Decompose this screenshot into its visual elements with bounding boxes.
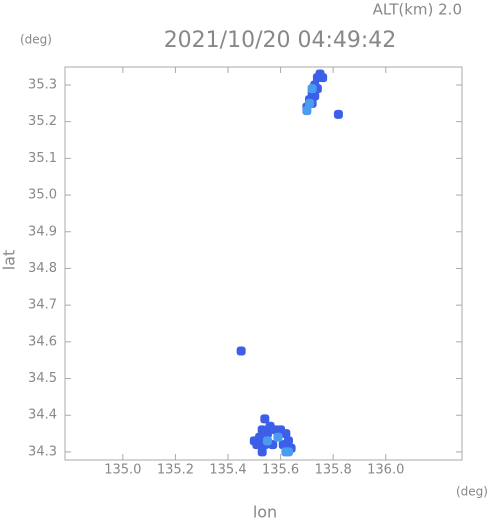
echo-cell — [281, 429, 291, 439]
y-tick-label: 34.7 — [28, 298, 57, 313]
x-tick-label: 135.4 — [209, 463, 246, 478]
y-tick-label: 34.9 — [28, 224, 57, 239]
echo-cell — [262, 436, 272, 446]
y-tick-label: 34.5 — [28, 371, 57, 386]
y-unit: (deg) — [20, 33, 52, 47]
echo-cell — [333, 109, 343, 119]
echo-cell — [281, 447, 291, 457]
x-axis-label: lon — [253, 503, 277, 521]
x-tick-label: 135.0 — [104, 463, 141, 478]
echo-cell — [278, 440, 288, 450]
echo-cell — [305, 98, 315, 108]
y-tick-label: 34.6 — [28, 334, 57, 349]
altitude-label: ALT(km) 2.0 — [373, 1, 462, 19]
chart-title: 2021/10/20 04:49:42 — [164, 28, 397, 53]
x-tick-label: 135.6 — [262, 463, 299, 478]
y-tick-label: 35.1 — [28, 151, 57, 166]
echo-cell — [257, 447, 267, 457]
y-tick-label: 34.3 — [28, 444, 57, 459]
x-tick-label: 135.2 — [157, 463, 194, 478]
y-tick-label: 34.8 — [28, 261, 57, 276]
x-tick-label: 136.0 — [367, 463, 404, 478]
echo-cell — [302, 106, 312, 116]
y-axis-label: lat — [0, 250, 19, 271]
echo-cell — [307, 84, 317, 94]
y-tick-label: 35.3 — [28, 77, 57, 92]
y-tick-label: 34.4 — [28, 408, 57, 423]
echo-cell — [236, 346, 246, 356]
plot-frame — [64, 66, 463, 461]
y-tick-label: 35.0 — [28, 188, 57, 203]
x-tick-label: 135.8 — [315, 463, 352, 478]
echo-cell — [318, 73, 328, 83]
echo-cell — [252, 440, 262, 450]
y-tick-label: 35.2 — [28, 114, 57, 129]
x-unit: (deg) — [456, 485, 488, 499]
echo-cell — [273, 432, 283, 442]
echo-cell — [262, 429, 272, 439]
echo-cell — [255, 432, 265, 442]
echo-cell — [260, 414, 270, 424]
